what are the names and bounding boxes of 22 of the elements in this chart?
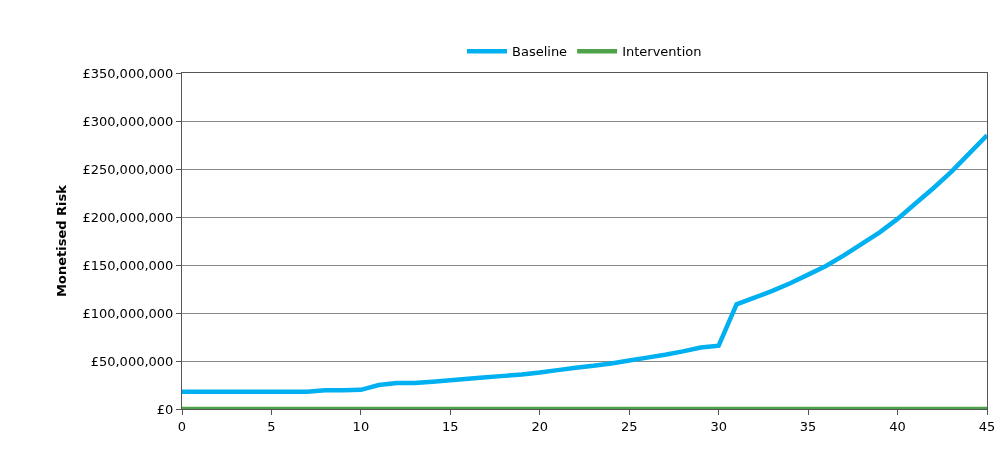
y-tick-label: £200,000,000 <box>82 209 174 225</box>
x-tick-label: 35 <box>799 418 817 434</box>
y-tick-label: £250,000,000 <box>82 161 174 177</box>
x-tick-label: 0 <box>177 418 187 434</box>
y-tick-label: £50,000,000 <box>90 353 174 369</box>
x-tick-label: 5 <box>267 418 276 434</box>
x-tick-label: 20 <box>531 418 549 434</box>
y-tick-label: £100,000,000 <box>82 305 174 321</box>
x-tick-label: 30 <box>710 418 727 434</box>
x-tick-label: 10 <box>352 418 370 434</box>
legend-label: Intervention <box>622 44 702 60</box>
y-tick-label: £350,000,000 <box>82 65 174 81</box>
y-tick-label: £0 <box>156 401 174 417</box>
x-tick-label: 45 <box>978 418 996 434</box>
x-tick-label: 40 <box>889 418 906 434</box>
legend-label: Baseline <box>512 44 568 60</box>
line-series <box>182 133 987 394</box>
x-tick-label: 25 <box>620 418 638 434</box>
x-tick-label: 15 <box>442 418 459 434</box>
y-axis-title: Monetised Risk <box>54 184 70 297</box>
y-tick-label: £300,000,000 <box>82 113 174 129</box>
y-tick-label: £150,000,000 <box>82 257 174 273</box>
